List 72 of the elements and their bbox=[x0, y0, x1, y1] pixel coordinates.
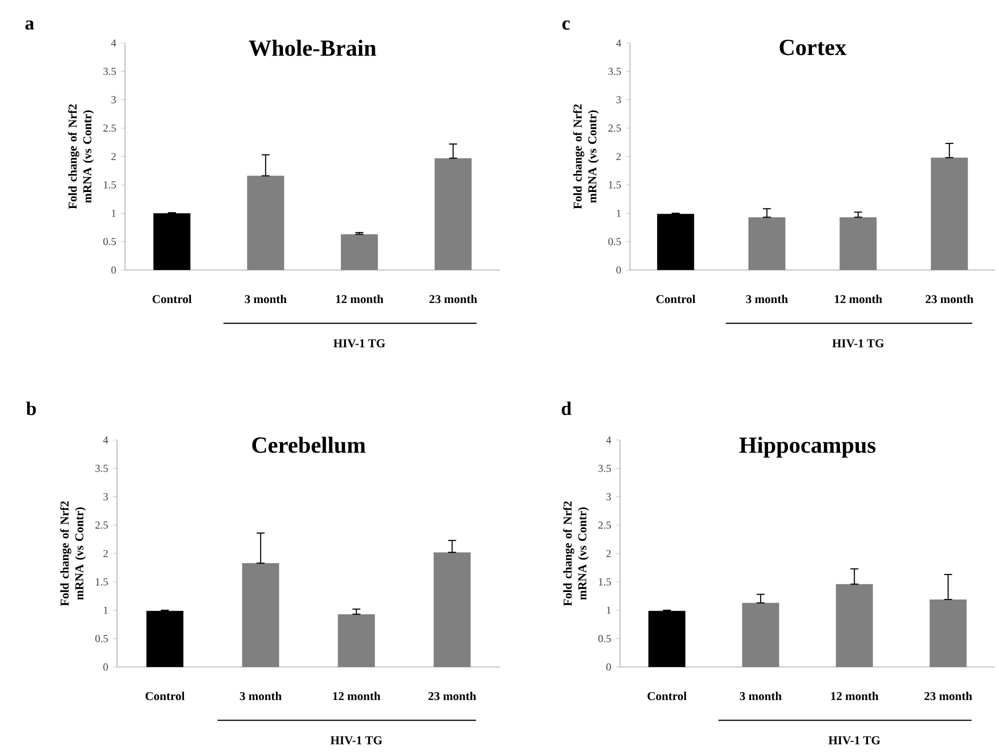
y-tick-label: 3 bbox=[616, 96, 621, 104]
text: d bbox=[562, 402, 572, 416]
x-tick-label: 3 month bbox=[746, 294, 788, 304]
chart-title: Whole-Brain bbox=[248, 40, 376, 56]
text: HIV-1 TG bbox=[334, 339, 386, 348]
bar bbox=[657, 214, 694, 270]
x-tick-label: Control bbox=[648, 692, 687, 700]
y-tick-label: 2.5 bbox=[103, 124, 116, 132]
y-axis-title: Fold change of Nrf2 mRNA (vs Contr) bbox=[573, 104, 599, 209]
x-tick-label: 3 month bbox=[740, 692, 782, 700]
text: c bbox=[562, 20, 570, 30]
y-tick-label: 1.5 bbox=[104, 181, 116, 188]
y-tick-label: 4 bbox=[606, 436, 612, 444]
y-tick-label: 3.5 bbox=[608, 68, 621, 75]
x-tick-label: 12 month bbox=[333, 692, 380, 700]
text: HIV-1 TG bbox=[832, 339, 884, 348]
text: HIV-1 TG bbox=[828, 736, 880, 744]
x-tick-label: 12 month bbox=[831, 692, 878, 700]
x-tick-label: 23 month bbox=[926, 294, 974, 304]
chart-title: Cortex bbox=[780, 40, 846, 56]
y-tick-label: 2.5 bbox=[598, 522, 611, 529]
y-tick-label: 3.5 bbox=[598, 464, 611, 472]
y-tick-label: 3 bbox=[606, 493, 611, 500]
text: a bbox=[25, 20, 34, 30]
y-tick-label: 2 bbox=[606, 550, 611, 558]
x-tick-label: Control bbox=[656, 294, 696, 304]
bar bbox=[648, 610, 686, 667]
y-tick-label: 4 bbox=[103, 436, 108, 444]
x-tick-label: 3 month bbox=[244, 294, 287, 304]
y-tick-label: 2 bbox=[103, 550, 108, 558]
x-tick-label: Control bbox=[152, 294, 192, 304]
y-tick-label: 0.5 bbox=[95, 635, 108, 642]
y-axis-title: Fold change of Nrf2 mRNA (vs Contr) bbox=[68, 104, 94, 209]
bar bbox=[146, 610, 184, 667]
y-tick-label: 1 bbox=[616, 210, 621, 217]
y-tick-label: 1 bbox=[104, 606, 108, 614]
y-tick-label: 3.5 bbox=[103, 68, 116, 75]
chart-title: Cerebellum bbox=[252, 436, 366, 453]
y-tick-label: 0.5 bbox=[608, 238, 621, 246]
y-tick-label: 2.5 bbox=[95, 522, 108, 529]
y-tick-label: 2 bbox=[616, 152, 621, 160]
y-tick-label: 1 bbox=[112, 210, 116, 217]
y-tick-label: 1.5 bbox=[598, 578, 611, 586]
y-tick-label: 4 bbox=[111, 39, 116, 47]
y-axis-title: Fold change of Nrf2 mRNA (vs Contr) bbox=[563, 501, 589, 606]
y-tick-label: 3.5 bbox=[95, 464, 108, 472]
y-tick-label: 1.5 bbox=[96, 578, 108, 586]
bar bbox=[153, 213, 190, 270]
chart-title: Hippocampus bbox=[739, 436, 876, 458]
y-tick-label: 1 bbox=[606, 606, 611, 614]
text: HIV-1 TG bbox=[330, 736, 382, 744]
y-tick-label: 0 bbox=[616, 266, 621, 274]
x-tick-label: 12 month bbox=[834, 294, 882, 304]
y-tick-label: 0.5 bbox=[598, 635, 611, 642]
x-tick-label: 3 month bbox=[240, 692, 282, 700]
y-tick-label: 0 bbox=[606, 663, 611, 671]
x-tick-label: 12 month bbox=[336, 294, 384, 304]
y-axis-title: Fold change of Nrf2 mRNA (vs Contr) bbox=[60, 501, 86, 606]
x-tick-label: 23 month bbox=[924, 692, 972, 700]
x-tick-label: Control bbox=[146, 692, 185, 700]
x-tick-label: 23 month bbox=[429, 294, 478, 304]
y-tick-label: 0 bbox=[111, 266, 116, 274]
y-tick-label: 3 bbox=[111, 96, 116, 104]
y-tick-label: 3 bbox=[103, 493, 108, 500]
y-tick-label: 2 bbox=[111, 152, 116, 160]
y-tick-label: 0 bbox=[103, 663, 108, 671]
x-tick-label: 23 month bbox=[428, 692, 476, 700]
y-tick-label: 1.5 bbox=[608, 181, 621, 188]
y-tick-label: 0.5 bbox=[103, 238, 116, 246]
y-tick-label: 2.5 bbox=[608, 124, 621, 132]
y-tick-label: 4 bbox=[616, 39, 622, 47]
text: b bbox=[26, 402, 36, 416]
